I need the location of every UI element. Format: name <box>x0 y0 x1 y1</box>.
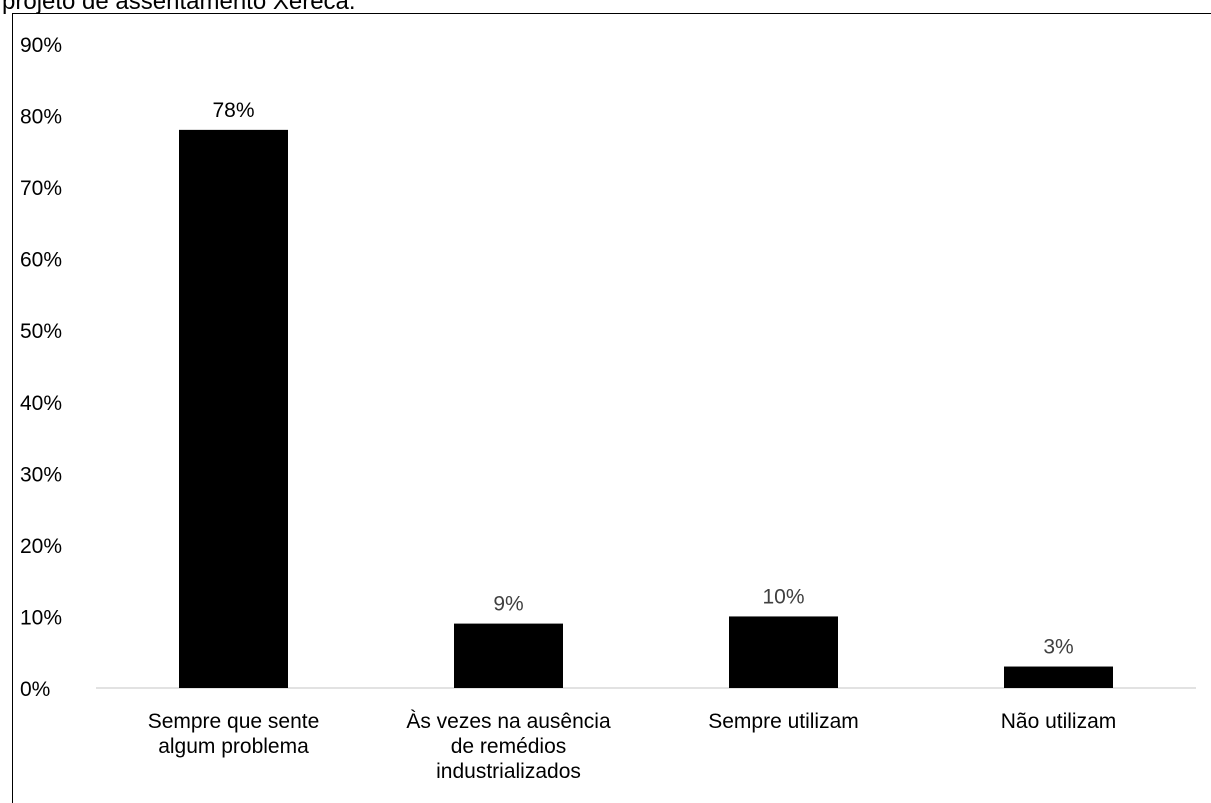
figure-caption: projeto de assentamento Xerecá. <box>2 0 356 15</box>
y-tick-label: 50% <box>20 320 62 343</box>
bar <box>729 616 838 688</box>
x-category-label: Não utilizam <box>1001 710 1117 733</box>
y-tick-label: 60% <box>20 249 62 272</box>
y-tick-label: 90% <box>20 34 62 57</box>
data-label: 3% <box>1043 636 1073 659</box>
y-tick-label: 20% <box>20 535 62 558</box>
x-category-label: Sempre que sente algum problema <box>148 710 320 758</box>
bar <box>1004 666 1113 688</box>
y-tick-label: 30% <box>20 463 62 486</box>
x-category-label: Sempre utilizam <box>708 710 859 733</box>
y-tick-label: 10% <box>20 606 62 629</box>
y-tick-label: 40% <box>20 392 62 415</box>
y-tick-label: 0% <box>20 678 50 701</box>
data-label: 9% <box>493 593 523 616</box>
bar <box>179 129 288 688</box>
y-tick-label: 70% <box>20 177 62 200</box>
data-label: 10% <box>762 585 804 608</box>
y-tick-label: 80% <box>20 106 62 129</box>
chart-frame <box>12 13 1211 803</box>
x-category-label: Às vezes na ausência de remédios industria… <box>406 710 611 783</box>
data-label: 78% <box>212 99 254 122</box>
bar <box>454 623 563 688</box>
